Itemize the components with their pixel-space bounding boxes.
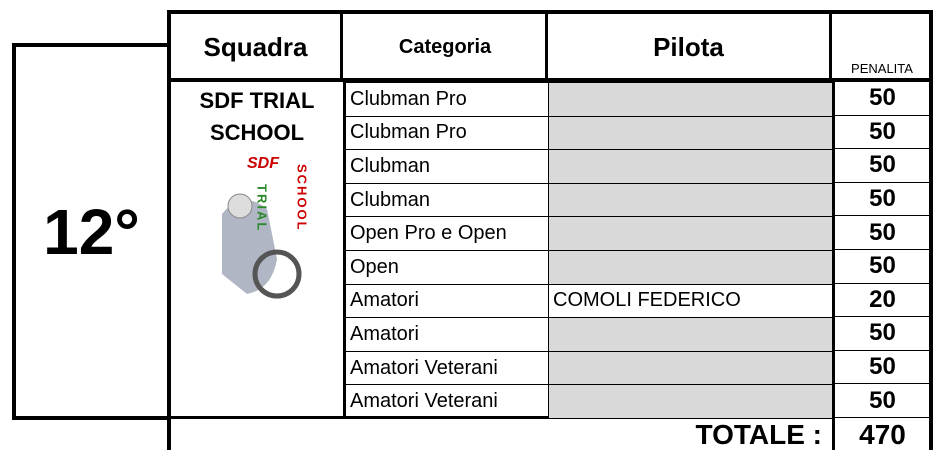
pilot-cell [548,350,833,386]
penalty-cell: 50 [835,351,930,385]
header-pilot: Pilota [548,14,832,80]
category-cell: Open [345,250,549,285]
total-rule [167,416,835,419]
penalty-cell: 50 [835,384,930,418]
table-frame [167,10,933,450]
team-name: SDF TRIAL [199,88,315,113]
category-cell: Amatori Veterani [345,384,549,419]
pilot-cell [548,115,833,151]
penalty-cell: 50 [835,183,930,217]
penalty-rule [832,82,835,450]
logo-rider [222,200,277,294]
logo-text: SCHOOL [295,164,310,232]
penalty-cell: 50 [835,149,930,183]
header-penalty: PENALITA [851,61,913,76]
category-cell: Clubman [345,182,549,218]
total-value: 470 [859,419,906,450]
team-logo: SDF TRIAL SCHOOL [222,155,310,299]
pilot-cell [548,82,833,117]
position: 12° [12,43,171,420]
pilot-cell: COMOLI FEDERICO [548,283,833,319]
penalty-cell: 50 [835,82,930,116]
team-cell: SDF TRIAL SCHOOL SDF TRIAL SCHOOL [171,82,345,418]
category-cell: Amatori [345,317,549,352]
logo-wheel [252,249,302,299]
category-cell: Clubman Pro [345,115,549,151]
category-cell: Amatori [345,283,549,319]
pilot-cell [548,216,833,251]
category-cell: Clubman [345,149,549,184]
header-team: Squadra [171,14,343,80]
header-category: Categoria [345,14,548,80]
category-cell: Amatori Veterani [345,350,549,386]
category-cell: Open Pro e Open [345,216,549,251]
pilot-cell [548,250,833,285]
category-cell: Clubman Pro [345,82,549,117]
penalty-cell: 50 [835,216,930,250]
penalty-cell: 50 [835,317,930,351]
logo-text: TRIAL [255,184,270,232]
pilot-cell [548,317,833,352]
logo-helmet [227,193,253,219]
penalty-cell: 20 [835,284,930,318]
penalty-cell: 50 [835,116,930,150]
team-name: SCHOOL [209,120,305,145]
header-rule [167,78,933,82]
total-label: TOTALE : [695,419,822,450]
pilot-cell [548,182,833,218]
penalty-cell: 50 [835,250,930,284]
pilot-cell [548,149,833,184]
logo-text: SDF [247,155,280,172]
pilot-cell [548,384,833,419]
